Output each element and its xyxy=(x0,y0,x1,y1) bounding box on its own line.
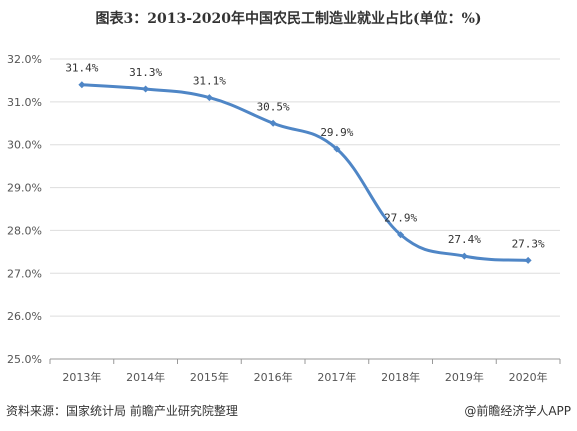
data-point xyxy=(460,252,468,260)
x-tick-label: 2018年 xyxy=(381,370,420,384)
x-tick-label: 2019年 xyxy=(445,370,484,384)
data-point xyxy=(142,85,150,93)
x-tick-label: 2014年 xyxy=(126,370,165,384)
x-tick-label: 2020年 xyxy=(509,370,548,384)
data-label: 30.5% xyxy=(257,100,290,113)
data-labels: 31.4% 31.3% 31.1% 30.5% 29.9% 27.9% 27.4% 27.3% xyxy=(65,62,545,251)
data-label: 27.3% xyxy=(512,237,545,250)
data-label: 31.1% xyxy=(193,75,226,88)
data-points xyxy=(78,81,532,264)
x-tick-label: 2015年 xyxy=(190,370,229,384)
data-label: 31.3% xyxy=(129,66,162,79)
data-point xyxy=(397,231,405,239)
x-tick-label: 2016年 xyxy=(254,370,293,384)
data-label: 27.4% xyxy=(448,233,481,246)
data-point xyxy=(524,256,532,264)
x-tick-label: 2017年 xyxy=(317,370,356,384)
data-point xyxy=(78,81,86,89)
y-tick-label: 29.0% xyxy=(7,182,42,195)
y-tick-label: 31.0% xyxy=(7,96,42,109)
y-tick-label: 26.0% xyxy=(7,310,42,323)
data-label: 27.9% xyxy=(384,212,417,225)
chart-title: 图表3：2013-2020年中国农民工制造业就业占比(单位：%) xyxy=(95,11,482,27)
y-tick-label: 30.0% xyxy=(7,139,42,152)
gridlines xyxy=(50,58,560,317)
x-axis-tick-labels: 2013年 2014年 2015年 2016年 2017年 2018年 2019年 2020年 xyxy=(49,359,561,384)
y-tick-label: 28.0% xyxy=(7,224,42,237)
data-point xyxy=(333,145,341,153)
data-label: 31.4% xyxy=(65,62,98,75)
source-note: 资料来源：国家统计局 前瞻产业研究院整理 xyxy=(6,404,238,418)
y-axis-tick-labels: 25.0% 26.0% 27.0% 28.0% 29.0% 30.0% 31.0% 32.0% xyxy=(7,53,42,366)
credit-note: @前瞻经济学人APP xyxy=(464,404,571,418)
data-point xyxy=(205,94,213,102)
x-tick-label: 2013年 xyxy=(62,370,101,384)
series-line xyxy=(81,83,529,262)
data-point xyxy=(269,119,277,127)
y-tick-label: 32.0% xyxy=(7,53,42,66)
y-tick-label: 27.0% xyxy=(7,267,42,280)
y-tick-label: 25.0% xyxy=(7,353,42,366)
data-label: 29.9% xyxy=(320,126,353,139)
